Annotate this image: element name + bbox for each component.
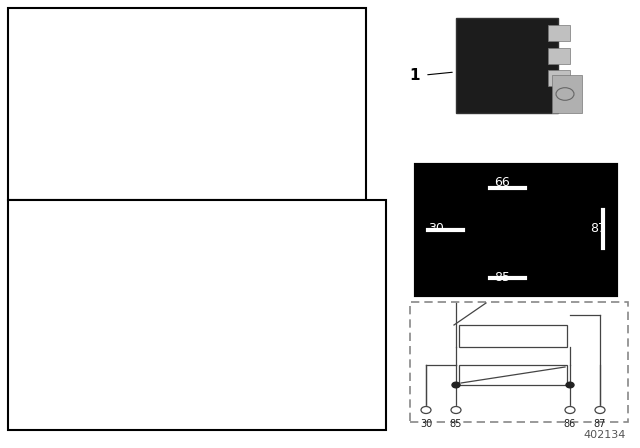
Text: 30: 30 [428,222,444,235]
Bar [552,75,582,113]
Circle shape [565,406,575,414]
Text: 1: 1 [410,68,420,82]
Text: 66: 66 [494,176,509,189]
Bar [8,8,366,200]
Circle shape [595,406,605,414]
Text: 87: 87 [594,419,606,429]
Text: 86: 86 [564,419,576,429]
Circle shape [452,382,460,388]
Bar [8,200,386,430]
Bar [456,18,558,113]
Bar [416,165,616,295]
Text: 402134: 402134 [584,430,626,440]
Bar [548,25,570,41]
Text: 85: 85 [494,271,510,284]
Bar [459,365,567,385]
Circle shape [421,406,431,414]
Text: 30: 30 [420,419,432,429]
Text: 87: 87 [590,222,606,235]
Bar [548,70,570,86]
Circle shape [566,382,574,388]
Text: 85: 85 [450,419,462,429]
Bar [548,48,570,64]
Bar [410,302,628,422]
Bar [459,325,567,347]
Circle shape [451,406,461,414]
